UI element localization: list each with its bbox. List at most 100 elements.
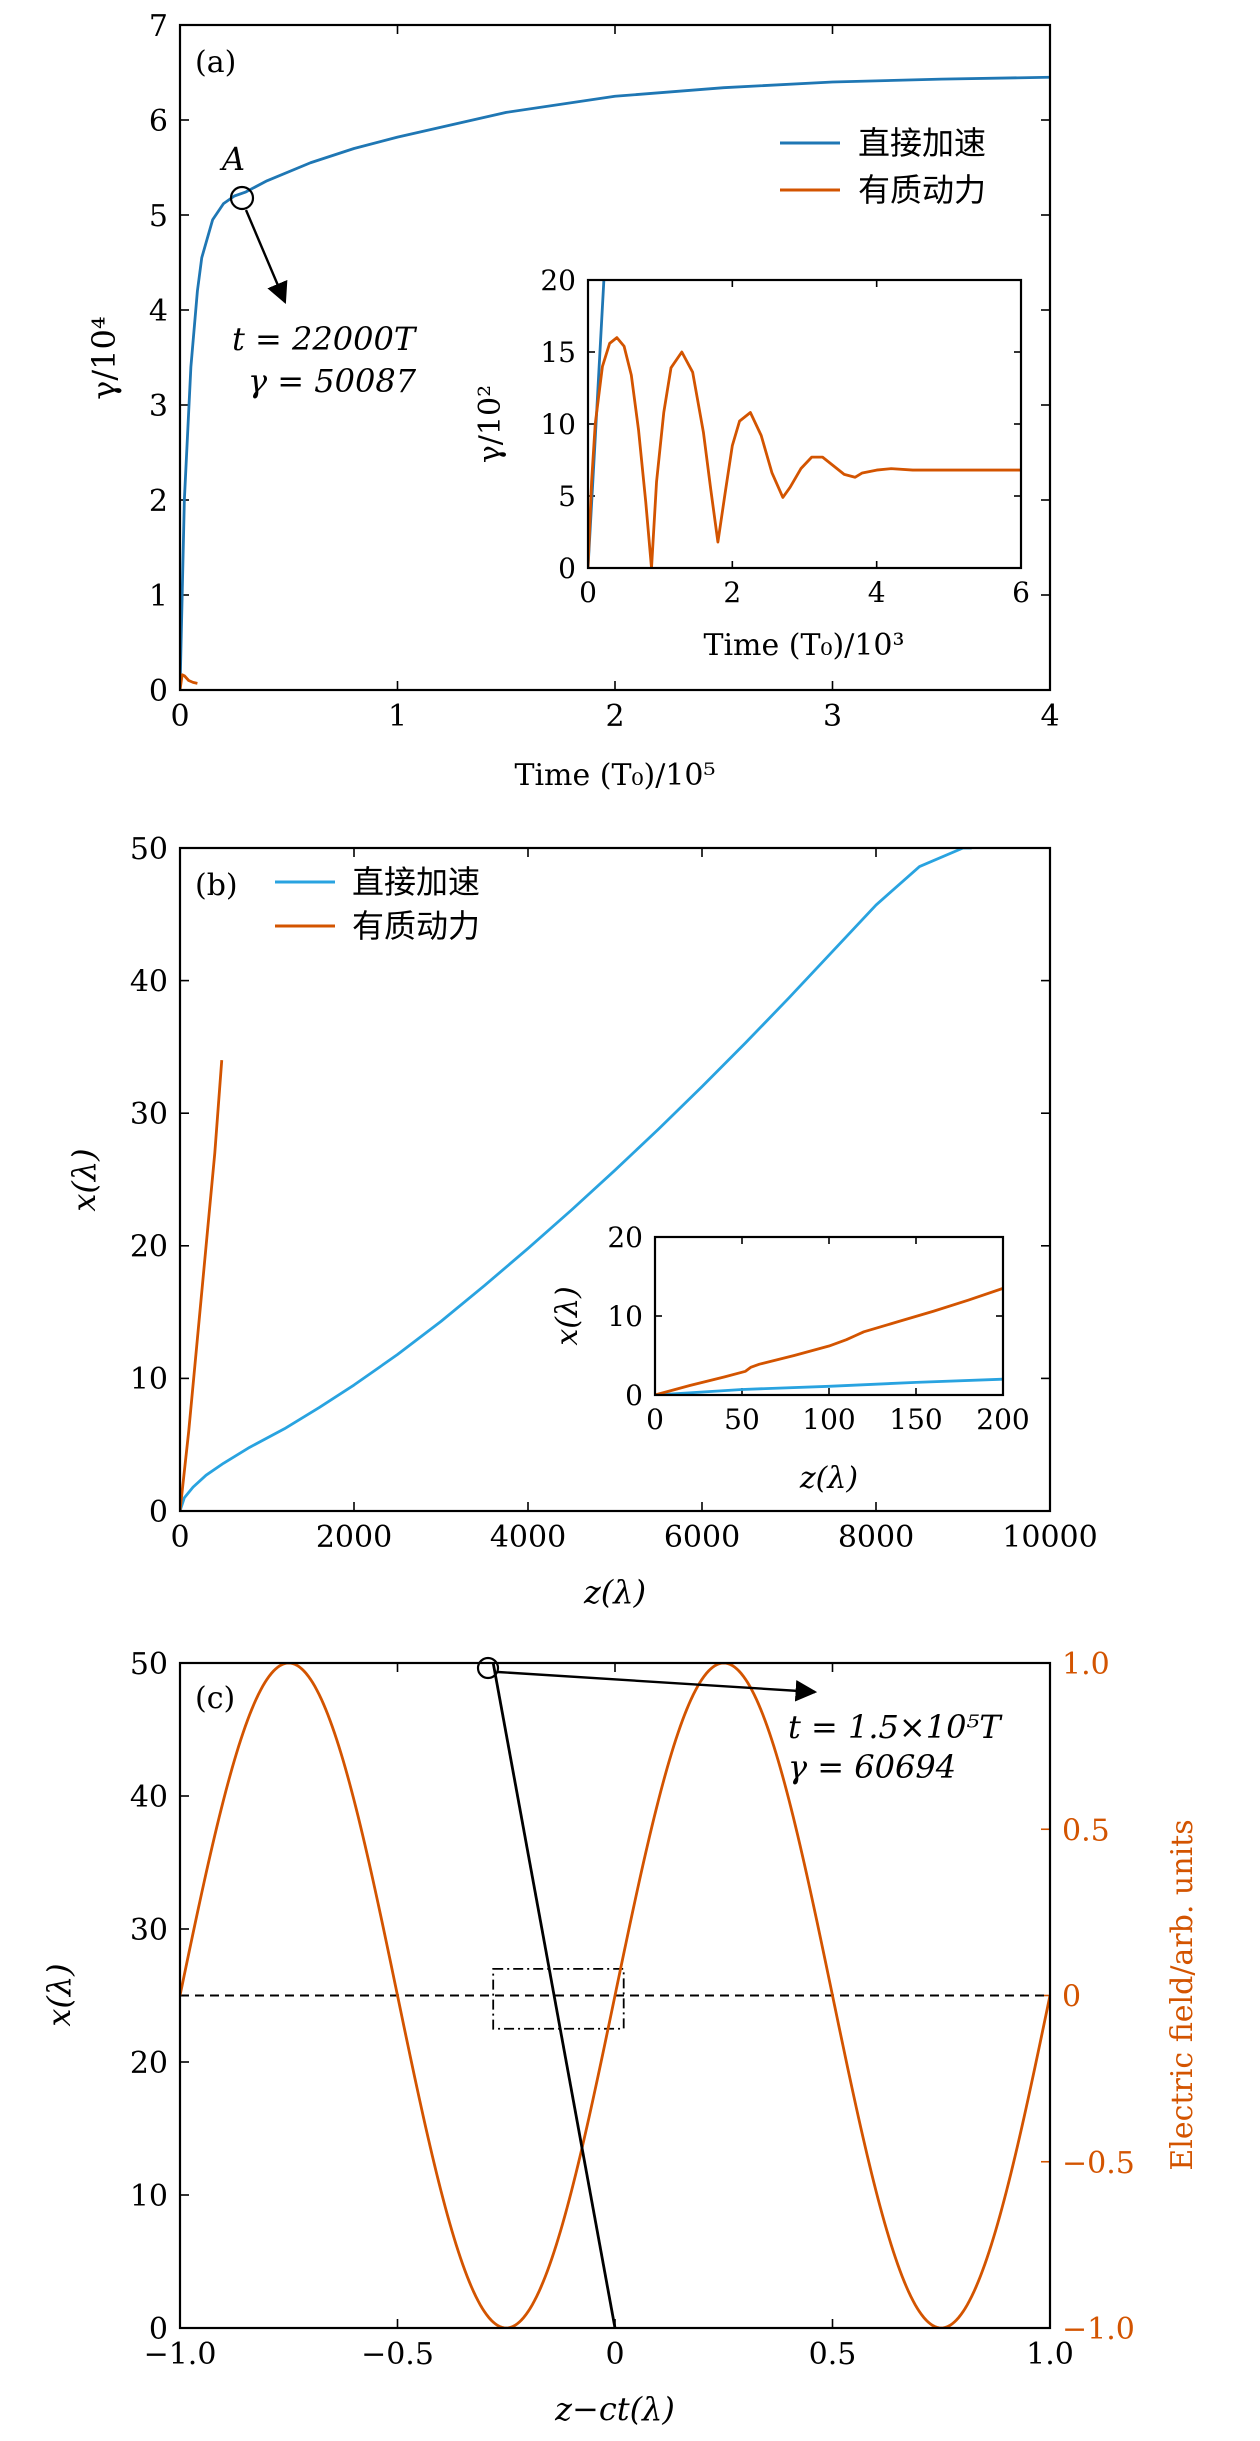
inset-a-series [588,280,1021,568]
annotation-c-line-1: t = 1.5×10⁵T [788,1708,1003,1746]
panel-a-inset: 0 2 4 6 0 5 10 15 20 Time (T₀)/10³ γ/10² [473,264,1030,663]
annotation-c-arrow [497,1670,818,1702]
panel-c-y2tick-label: −0.5 [1062,2146,1135,2181]
panel-a-ytick-label: 4 [149,294,168,329]
panel-b-xtick-label: 0 [170,1520,189,1555]
inset-b-ytick-label: 10 [607,1300,643,1333]
inset-a-ylabel: γ/10² [473,385,508,463]
inset-b-series-line [655,1377,1003,1395]
annotation-point-label: A [219,140,245,178]
panel-b-series-line [180,1060,224,1511]
panel-b-label: (b) [195,868,238,903]
panel-b-series-line [180,848,972,1511]
legend-b-label-direct: 直接加速 [352,863,480,901]
inset-b-ylabel: x(λ) [550,1286,585,1345]
inset-b-xtick-label: 0 [646,1403,664,1436]
panel-a-annotation: A t = 22000T γ = 50087 [219,140,418,400]
annotation-arrow [244,209,288,304]
panel-b-xlabel: z(λ) [583,1573,646,1611]
panel-c-field-curve [180,1663,1050,2328]
panel-a-xtick-label: 2 [605,699,624,734]
legend-label-ponderomotive: 有质动力 [858,171,986,209]
panel-c-xtick-label: 1.0 [1026,2337,1074,2372]
panel-b-ytick-label: 10 [130,1362,168,1397]
panel-c-xtick-label: 0 [605,2337,624,2372]
panel-a-ytick-label: 3 [149,389,168,424]
panel-b-xtick-label: 8000 [838,1520,914,1555]
panel-a-frame [178,23,1052,692]
annotation-c-line-2: γ = 60694 [788,1748,956,1786]
panel-c-y2tick-label: 0.5 [1062,1813,1110,1848]
panel-c-ytick-label: 50 [130,1647,168,1682]
panel-a: 0 1 2 3 4 0 1 2 3 4 5 6 7 (a) Time (T₀)/10⁵ γ/10⁴ 直接… [85,9,1060,793]
inset-a-xlabel: Time (T₀)/10³ [703,628,904,663]
panel-a-ytick-label: 1 [149,579,168,614]
panel-a-ytick-label: 5 [149,199,168,234]
annotation-line-1: t = 22000T [232,320,418,358]
inset-a-ytick-label: 5 [558,480,576,513]
annotation-line-2: γ = 50087 [248,362,417,400]
panel-b-frame [178,846,1052,1513]
panel-c-xlabel: z−ct(λ) [554,2390,675,2428]
panel-a-ytick-label: 6 [149,104,168,139]
panel-b-ytick-label: 40 [130,964,168,999]
panel-a-gridticks: 0 1 2 3 4 0 1 2 3 4 5 6 7 [149,9,1060,734]
inset-a-series-line [588,336,1021,568]
panel-a-ytick-label: 7 [149,9,168,44]
inset-a-ytick-label: 20 [540,264,576,297]
panel-a-ytick-label: 0 [149,674,168,709]
panel-c-ytick-label: 40 [130,1780,168,1815]
inset-a-frame [586,278,1023,570]
panel-b-ytick-label: 20 [130,1230,168,1265]
panel-a-xtick-label: 0 [170,699,189,734]
inset-b-xtick-label: 200 [976,1403,1029,1436]
inset-b-frame [653,1235,1005,1397]
panel-a-label: (a) [195,45,236,80]
inset-a-xtick-label: 0 [579,576,597,609]
inset-a-xtick-label: 4 [868,576,886,609]
panel-c: −1.0 −0.5 0 0.5 1.0 0 10 20 30 40 50 −1.0 −0.5 0 0.5 1.… [40,1647,1200,2428]
inset-b-ytick-label: 20 [607,1221,643,1254]
panel-a-xtick-label: 3 [823,699,842,734]
panel-c-ytick-label: 30 [130,1913,168,1948]
panel-c-ylabel: x(λ) [40,1963,78,2026]
inset-b-xtick-label: 100 [802,1403,855,1436]
panel-b-xtick-label: 4000 [490,1520,566,1555]
panel-c-y2tick-label: −1.0 [1062,2312,1135,2347]
panel-a-legend: 直接加速 有质动力 [780,124,986,209]
panel-c-ticks: −1.0 −0.5 0 0.5 1.0 0 10 20 30 40 50 −1.0 −0.5 0 0.5 1.… [130,1647,1135,2372]
panel-c-series [180,1663,1050,2328]
inset-b-xtick-label: 150 [889,1403,942,1436]
panel-c-annotation: t = 1.5×10⁵T γ = 60694 [476,1656,1003,1786]
inset-a-ytick-label: 15 [540,336,576,369]
inset-b-series [655,1287,1003,1395]
panel-c-xtick-label: −0.5 [361,2337,434,2372]
panel-a-xlabel: Time (T₀)/10⁵ [514,758,715,793]
panel-c-y2tick-label: 0 [1062,1980,1081,2015]
panel-a-series-line [180,75,1050,690]
panel-b-ytick-label: 30 [130,1097,168,1132]
panel-c-y2label: Electric field/arb. units [1165,1819,1200,2170]
panel-b-legend: 直接加速 有质动力 [275,863,480,945]
panel-b-ytick-label: 0 [149,1495,168,1530]
legend-b-label-ponderomotive: 有质动力 [352,907,480,945]
inset-b-xlabel: z(λ) [799,1461,858,1496]
annotation-c-marker [476,1656,500,1680]
inset-a-xtick-label: 2 [723,576,741,609]
panel-c-series-line [491,1663,617,2328]
panel-b-xtick-label: 2000 [316,1520,392,1555]
inset-a-xtick-label: 6 [1012,576,1030,609]
panel-c-frame [178,1661,1052,2330]
panel-c-xtick-label: −1.0 [144,2337,217,2372]
inset-b-ticks: 0 50 100 150 200 0 10 20 [607,1221,1029,1436]
panel-a-xtick-label: 4 [1040,699,1059,734]
panel-a-xtick-label: 1 [388,699,407,734]
panel-b-xtick-label: 6000 [664,1520,740,1555]
inset-a-ytick-label: 10 [540,408,576,441]
panel-a-ylabel: γ/10⁴ [85,316,123,399]
panel-b-ylabel: x(λ) [65,1148,103,1211]
panel-c-ytick-label: 20 [130,2046,168,2081]
inset-b-xtick-label: 50 [724,1403,760,1436]
